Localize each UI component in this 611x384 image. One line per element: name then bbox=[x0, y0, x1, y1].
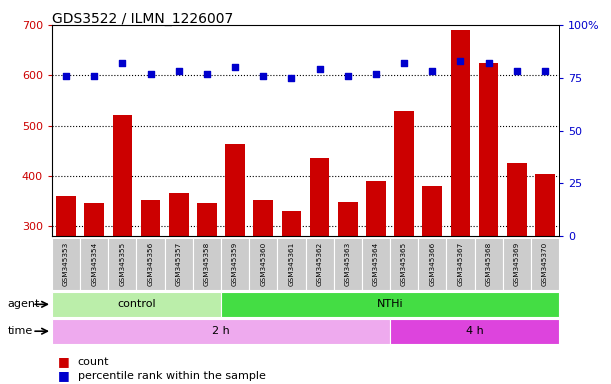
Bar bbox=[334, 238, 362, 290]
Text: 4 h: 4 h bbox=[466, 326, 483, 336]
Text: ■: ■ bbox=[58, 355, 70, 368]
Text: ■: ■ bbox=[58, 369, 70, 382]
Bar bbox=[450, 30, 470, 377]
Text: GSM345370: GSM345370 bbox=[542, 242, 548, 286]
Bar bbox=[108, 238, 136, 290]
Text: GSM345356: GSM345356 bbox=[147, 242, 153, 286]
Bar bbox=[475, 238, 503, 290]
Bar bbox=[507, 163, 527, 377]
Text: GSM345361: GSM345361 bbox=[288, 242, 295, 286]
Bar bbox=[535, 174, 555, 377]
Point bbox=[428, 68, 437, 74]
Point bbox=[343, 73, 353, 79]
Bar bbox=[282, 211, 301, 377]
Text: GSM345358: GSM345358 bbox=[204, 242, 210, 286]
Point bbox=[89, 73, 99, 79]
Point bbox=[258, 73, 268, 79]
Text: GSM345357: GSM345357 bbox=[176, 242, 181, 286]
Bar bbox=[221, 292, 559, 317]
Point bbox=[202, 71, 212, 77]
Text: agent: agent bbox=[7, 299, 40, 310]
Text: GSM345365: GSM345365 bbox=[401, 242, 407, 286]
Bar bbox=[112, 116, 132, 377]
Text: NTHi: NTHi bbox=[377, 299, 403, 310]
Point bbox=[287, 74, 296, 81]
Bar bbox=[362, 238, 390, 290]
Point bbox=[371, 71, 381, 77]
Bar bbox=[249, 238, 277, 290]
Point bbox=[230, 64, 240, 70]
Text: GSM345367: GSM345367 bbox=[458, 242, 464, 286]
Bar bbox=[479, 63, 499, 377]
Bar bbox=[164, 238, 193, 290]
Text: count: count bbox=[78, 357, 109, 367]
Point bbox=[540, 68, 550, 74]
Bar bbox=[225, 144, 245, 377]
Point bbox=[174, 68, 184, 74]
Point bbox=[484, 60, 494, 66]
Bar bbox=[52, 292, 221, 317]
Bar bbox=[310, 158, 329, 377]
Point bbox=[315, 66, 324, 73]
Text: GSM345363: GSM345363 bbox=[345, 242, 351, 286]
Bar bbox=[390, 238, 418, 290]
Bar bbox=[80, 238, 108, 290]
Point bbox=[399, 60, 409, 66]
Bar bbox=[52, 238, 80, 290]
Point bbox=[456, 58, 466, 64]
Bar bbox=[56, 196, 76, 377]
Text: GSM345366: GSM345366 bbox=[430, 242, 435, 286]
Bar bbox=[394, 111, 414, 377]
Bar bbox=[141, 200, 161, 377]
Bar bbox=[84, 204, 104, 377]
Bar bbox=[169, 194, 189, 377]
Bar bbox=[136, 238, 164, 290]
Bar bbox=[197, 204, 217, 377]
Bar bbox=[52, 319, 390, 344]
Bar bbox=[422, 186, 442, 377]
Text: percentile rank within the sample: percentile rank within the sample bbox=[78, 371, 265, 381]
Bar bbox=[277, 238, 306, 290]
Text: GSM345353: GSM345353 bbox=[63, 242, 69, 286]
Text: GSM345360: GSM345360 bbox=[260, 242, 266, 286]
Bar bbox=[254, 200, 273, 377]
Point bbox=[117, 60, 127, 66]
Point bbox=[61, 73, 71, 79]
Text: GSM345362: GSM345362 bbox=[316, 242, 323, 286]
Text: GSM345355: GSM345355 bbox=[119, 242, 125, 286]
Bar bbox=[418, 238, 447, 290]
Bar bbox=[531, 238, 559, 290]
Bar bbox=[221, 238, 249, 290]
Text: 2 h: 2 h bbox=[212, 326, 230, 336]
Point bbox=[512, 68, 522, 74]
Bar bbox=[338, 202, 357, 377]
Text: GDS3522 / ILMN_1226007: GDS3522 / ILMN_1226007 bbox=[52, 12, 233, 25]
Text: GSM345359: GSM345359 bbox=[232, 242, 238, 286]
Text: GSM345364: GSM345364 bbox=[373, 242, 379, 286]
Bar bbox=[193, 238, 221, 290]
Text: GSM345368: GSM345368 bbox=[486, 242, 492, 286]
Text: control: control bbox=[117, 299, 156, 310]
Text: GSM345369: GSM345369 bbox=[514, 242, 520, 286]
Text: GSM345354: GSM345354 bbox=[91, 242, 97, 286]
Text: time: time bbox=[7, 326, 32, 336]
Point bbox=[145, 71, 155, 77]
Bar bbox=[503, 238, 531, 290]
Bar bbox=[447, 238, 475, 290]
Bar bbox=[390, 319, 559, 344]
Bar bbox=[306, 238, 334, 290]
Bar bbox=[366, 181, 386, 377]
